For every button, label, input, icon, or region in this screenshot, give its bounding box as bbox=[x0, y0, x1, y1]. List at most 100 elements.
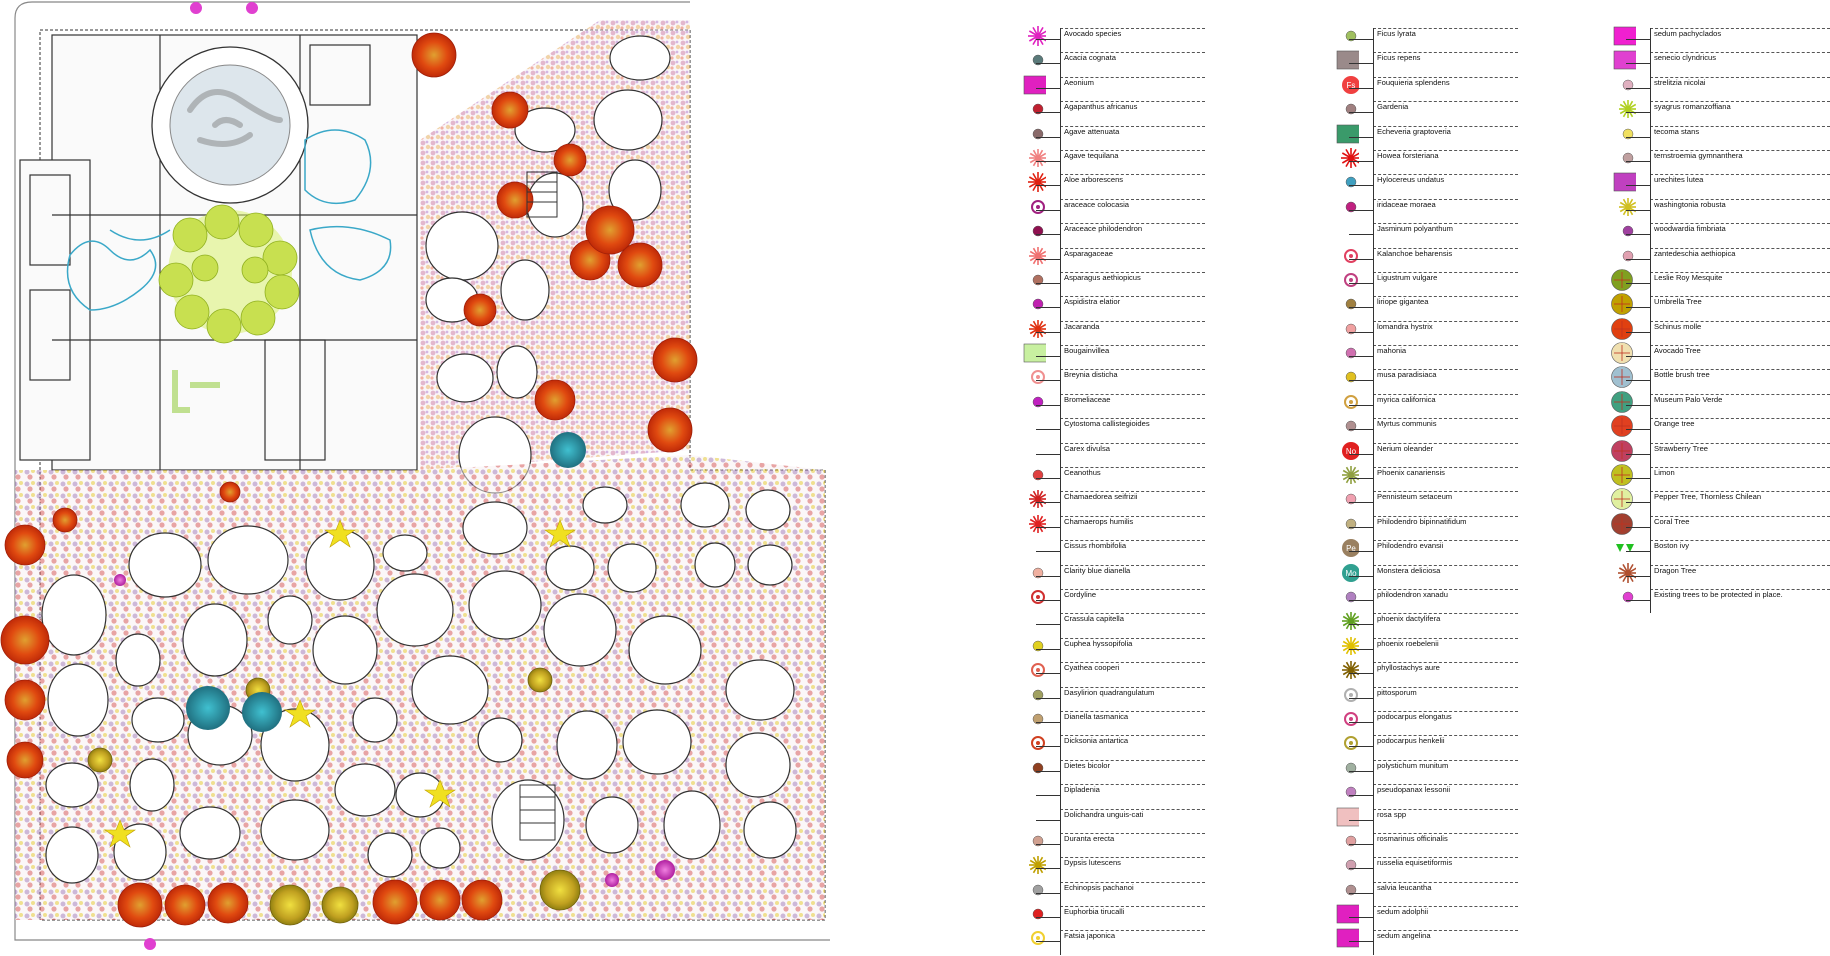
leader-divider bbox=[1650, 564, 1651, 589]
legend-row: Clarity blue dianella bbox=[1000, 561, 1205, 589]
leader-rule bbox=[1650, 149, 1830, 151]
leader-rule bbox=[1373, 345, 1518, 347]
lime-squares-icon bbox=[1000, 342, 1053, 364]
leader-rule bbox=[1373, 52, 1518, 54]
legend-row: Coral Tree bbox=[1590, 512, 1830, 541]
leader-rule bbox=[1060, 637, 1205, 639]
leader-divider bbox=[1650, 320, 1651, 346]
magenta-square-icon bbox=[1000, 74, 1053, 96]
leader-rule bbox=[1373, 125, 1518, 127]
legend-row: araceace colocasia bbox=[1000, 195, 1205, 224]
legend-label: Pennisteum setaceum bbox=[1377, 492, 1453, 502]
leader-line bbox=[1349, 331, 1373, 333]
legend-row: myrica californica bbox=[1313, 390, 1518, 419]
leader-divider bbox=[1650, 101, 1651, 126]
purple-square-icon bbox=[1590, 171, 1643, 193]
purple-dot-icon bbox=[1590, 220, 1636, 242]
legend-label: Schinus molle bbox=[1654, 321, 1702, 331]
leader-rule bbox=[1373, 76, 1518, 78]
leader-line bbox=[1349, 648, 1373, 650]
leader-rule bbox=[1060, 442, 1205, 444]
leader-divider bbox=[1060, 247, 1061, 272]
legend-row: Museum Palo Verde bbox=[1590, 390, 1830, 419]
leader-rule bbox=[1373, 442, 1518, 444]
leader-line bbox=[1036, 39, 1060, 40]
leader-rule bbox=[1060, 784, 1205, 786]
svg-text:No: No bbox=[1346, 447, 1357, 456]
legend-row: Dipladenia bbox=[1000, 780, 1205, 809]
legend-label: Acacia cognata bbox=[1064, 53, 1116, 63]
leader-rule bbox=[1373, 637, 1518, 639]
yellow-palm-icon bbox=[1000, 854, 1047, 876]
leader-line bbox=[1626, 380, 1650, 382]
leader-divider bbox=[1373, 710, 1374, 736]
leader-line bbox=[1626, 185, 1650, 187]
leader-rule bbox=[1373, 686, 1518, 688]
none-icon bbox=[1000, 537, 1046, 559]
legend-label: sedum adolphii bbox=[1377, 907, 1429, 917]
leader-line bbox=[1349, 453, 1373, 455]
leader-line bbox=[1349, 429, 1373, 431]
legend-label: Pepper Tree, Thornless Chilean bbox=[1654, 492, 1762, 502]
legend-label: woodwardia fimbriata bbox=[1654, 224, 1726, 234]
legend-label: Leslie Roy Mesquite bbox=[1654, 272, 1723, 282]
leader-line bbox=[1349, 770, 1373, 772]
legend-row: podocarpus elongatus bbox=[1313, 707, 1518, 736]
leader-line bbox=[1626, 331, 1650, 333]
legend-label: polystichum munitum bbox=[1377, 760, 1449, 770]
leader-divider bbox=[1060, 393, 1061, 419]
leader-line bbox=[1349, 673, 1373, 675]
none-icon bbox=[1000, 806, 1046, 828]
pink-square-icon bbox=[1313, 806, 1366, 828]
leader-line bbox=[1349, 160, 1373, 162]
leader-divider bbox=[1373, 491, 1374, 516]
green-rect-icon bbox=[1313, 123, 1366, 145]
purple-ring-icon bbox=[1313, 269, 1359, 291]
magenta-flower-icon bbox=[1590, 586, 1636, 608]
leader-rule bbox=[1060, 881, 1205, 883]
legend-row: Dianella tasmanica bbox=[1000, 707, 1205, 736]
legend-row: Ficus lyrata bbox=[1313, 24, 1518, 53]
fs-badge-icon: Fs bbox=[1313, 74, 1360, 96]
no-badge-icon: No bbox=[1313, 440, 1360, 462]
leader-rule bbox=[1650, 76, 1830, 78]
cross-circle-icon bbox=[1000, 659, 1046, 681]
legend-row: Strawberry Tree bbox=[1590, 439, 1830, 468]
leader-divider bbox=[1060, 369, 1061, 394]
legend-label: Nerium oleander bbox=[1377, 443, 1434, 453]
legend-label: sedum pachyclados bbox=[1654, 29, 1722, 38]
legend-label: russelia equisetiformis bbox=[1377, 858, 1453, 868]
leader-line bbox=[1036, 648, 1060, 650]
yellow-ring-icon bbox=[1000, 927, 1046, 949]
legend-row: Existing trees to be protected in place. bbox=[1590, 585, 1830, 614]
legend-label: Jacaranda bbox=[1064, 321, 1100, 331]
legend-row: musa paradisiaca bbox=[1313, 365, 1518, 394]
legend-label: Agapanthus africanus bbox=[1064, 102, 1138, 112]
leader-line bbox=[1349, 697, 1373, 699]
leader-line bbox=[1626, 63, 1650, 65]
leader-divider bbox=[1650, 345, 1651, 370]
leader-rule bbox=[1060, 832, 1205, 834]
legend-label: Gardenia bbox=[1377, 102, 1409, 112]
leader-divider bbox=[1060, 149, 1061, 175]
legend-row: Kalanchoe beharensis bbox=[1313, 244, 1518, 272]
leader-divider bbox=[1373, 52, 1374, 77]
legend-label: iridaceae moraea bbox=[1377, 199, 1436, 209]
legend-label: Fouquieria splendens bbox=[1377, 77, 1450, 87]
legend-row: phyllostachys aure bbox=[1313, 658, 1518, 687]
leader-divider bbox=[1650, 271, 1651, 297]
legend-label: pseudopanax lessonii bbox=[1377, 785, 1451, 795]
legend-row: Echinopsis pachanoi bbox=[1000, 878, 1205, 907]
legend-label: Araceace philodendron bbox=[1064, 224, 1143, 234]
legend-row: washingtonia robusta bbox=[1590, 195, 1830, 224]
leader-rule bbox=[1373, 223, 1518, 225]
leader-rule bbox=[1060, 125, 1205, 127]
yellow-dot-icon bbox=[1000, 635, 1046, 657]
leader-line bbox=[1036, 770, 1060, 772]
leader-rule bbox=[1373, 515, 1518, 517]
legend-row: Asparagus aethiopicus bbox=[1000, 268, 1205, 297]
tan-dot-icon bbox=[1000, 830, 1046, 852]
leader-rule bbox=[1060, 393, 1205, 395]
leader-line bbox=[1036, 624, 1060, 626]
leader-line bbox=[1626, 526, 1650, 528]
